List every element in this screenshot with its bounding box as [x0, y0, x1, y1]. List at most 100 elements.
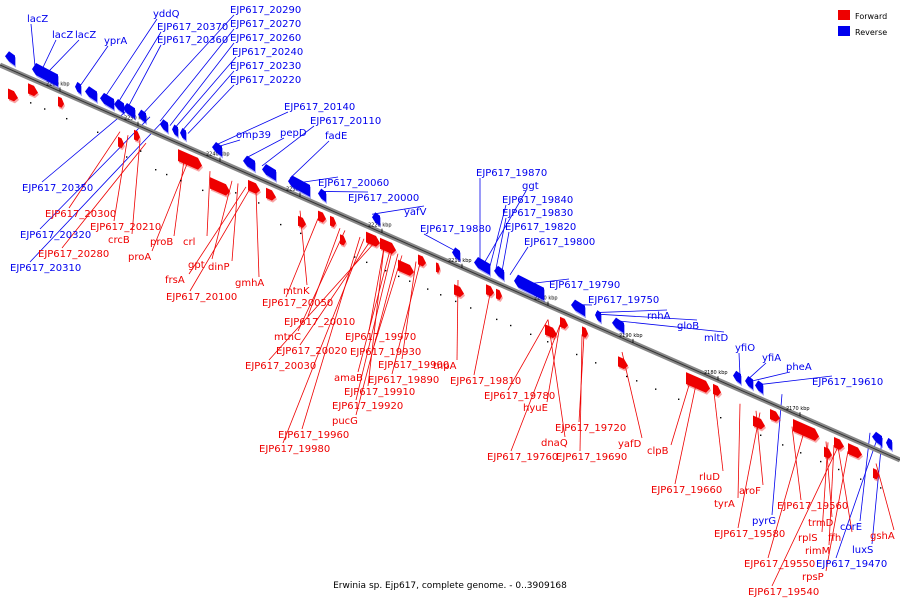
reverse-gene-label: luxS [852, 545, 873, 556]
forward-gene-label: dnaQ [541, 438, 568, 449]
forward-gene-leader [211, 180, 233, 260]
reverse-gene-label: EJP617_19800 [524, 237, 595, 248]
minor-feature-mark [655, 388, 657, 390]
reverse-gene-leader [495, 217, 507, 269]
reverse-gene-label: EJP617_19820 [505, 222, 576, 233]
forward-gene [770, 408, 780, 422]
minor-feature-mark [626, 375, 628, 378]
minor-feature-mark [398, 275, 400, 278]
forward-gene [366, 231, 380, 247]
forward-gene-leader [282, 238, 365, 444]
forward-gene [266, 187, 276, 201]
reverse-gene-leader [509, 246, 529, 276]
gene-shadow [849, 445, 863, 461]
reverse-gene-leader [30, 23, 36, 67]
gene-shadow [572, 301, 586, 319]
forward-gene-leader [297, 230, 346, 332]
reverse-gene [595, 310, 601, 323]
forward-gene-label: ffh [828, 533, 841, 544]
forward-gene [793, 419, 819, 441]
forward-gene-leader [173, 159, 185, 237]
forward-gene-leader [373, 255, 403, 347]
forward-gene-label: hyuE [523, 403, 548, 414]
gene-shadow [437, 264, 441, 275]
minor-feature-mark [126, 156, 128, 158]
reverse-gene [212, 142, 222, 157]
forward-gene-label: EJP617_19890 [368, 375, 439, 386]
forward-gene [713, 383, 721, 396]
gene-shadow [263, 165, 277, 183]
forward-gene-leader [401, 261, 417, 360]
gene-shadow [211, 179, 231, 198]
forward-gene-label: rpsP [802, 572, 824, 583]
reverse-gene [32, 63, 58, 87]
gene-shadow [173, 126, 179, 139]
reverse-gene-leader [871, 438, 883, 545]
reverse-gene [612, 317, 624, 334]
reverse-gene-label: ggt [522, 181, 539, 192]
forward-gene-label: EJP617_20300 [45, 209, 116, 220]
forward-gene-label: EJP617_20030 [245, 361, 316, 372]
reverse-gene-leader [169, 42, 235, 126]
reverse-gene-leader [142, 14, 235, 115]
minor-feature-mark [838, 468, 840, 471]
reverse-gene [100, 92, 114, 110]
forward-gene [486, 284, 494, 297]
reverse-gene [123, 102, 135, 119]
gene-shadow [455, 286, 465, 300]
forward-gene-label: crl [183, 237, 195, 248]
gene-shadow [33, 65, 59, 89]
forward-gene-label: proB [150, 237, 173, 248]
forward-gene [58, 96, 64, 108]
reverse-gene-leader [423, 233, 456, 252]
reverse-gene-leader [747, 362, 767, 380]
forward-gene-label: EJP617_20100 [166, 292, 237, 303]
gene-shadow [475, 259, 491, 277]
reverse-gene-label: pepD [280, 128, 307, 139]
forward-gene-label: EJP617_19580 [714, 529, 785, 540]
forward-gene [178, 149, 202, 170]
reverse-gene-label: EJP617_20140 [284, 102, 355, 113]
reverse-gene-leader [751, 371, 791, 382]
gene-shadow [135, 131, 141, 144]
gene-shadow [825, 448, 833, 461]
legend: Forward Reverse [838, 10, 887, 37]
forward-gene-leader [837, 446, 853, 533]
forward-gene-label: EJP617_20020 [276, 346, 347, 357]
forward-gene-leader [357, 250, 391, 373]
gene-shadow [244, 157, 256, 174]
scale-tick-label: 2200 kbp [534, 296, 558, 302]
forward-gene-label: EJP617_19690 [556, 452, 627, 463]
gene-shadow [367, 233, 381, 249]
scale-tick-label: 2240 kbp [206, 152, 230, 158]
reverse-gene [160, 119, 168, 133]
forward-gene-leader [473, 293, 491, 376]
minor-feature-mark [258, 202, 260, 204]
reverse-gene-label: EJP617_20110 [310, 116, 381, 127]
minor-feature-mark [636, 380, 638, 382]
minor-feature-mark [455, 300, 457, 303]
forward-gene-label: EJP617_19970 [345, 332, 416, 343]
reverse-gene [288, 175, 310, 197]
reverse-gene-leader [217, 139, 241, 148]
scale-tick-label: 2250 kbp [124, 116, 148, 122]
reverse-gene-label: gloB [677, 321, 699, 332]
forward-gene-label: gmhA [235, 278, 264, 289]
reverse-gene-label: yafV [404, 207, 427, 218]
minor-feature-mark [366, 261, 368, 264]
gene-shadow [319, 190, 327, 205]
forward-gene [834, 437, 844, 450]
minor-feature-mark [354, 256, 356, 258]
reverse-gene [262, 163, 276, 181]
reverse-gene-leader [613, 320, 725, 333]
forward-gene-leader [131, 140, 141, 235]
forward-gene-leader [875, 463, 895, 531]
gene-shadow [873, 433, 883, 449]
gene-shadow [596, 312, 602, 325]
minor-feature-mark [760, 434, 762, 436]
minor-feature-mark [235, 192, 237, 194]
gene-shadow [319, 212, 327, 225]
forward-gene-leader [268, 242, 375, 361]
forward-gene [418, 254, 426, 267]
gene-shadow [714, 385, 722, 398]
